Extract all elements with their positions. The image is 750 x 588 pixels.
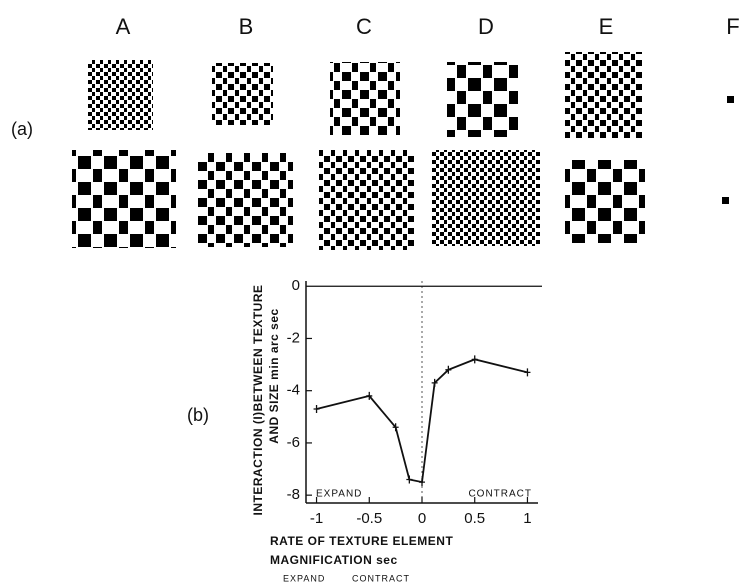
texture [196, 153, 293, 247]
panel-label: (b) [187, 405, 209, 425]
column-label: C [356, 14, 372, 39]
x-axis-label: RATE OF TEXTURE ELEMENT [270, 534, 453, 548]
texture [212, 63, 273, 125]
data-point [419, 478, 425, 487]
texture [565, 160, 645, 243]
texture [72, 150, 176, 248]
x-direction-label: CONTRACT [352, 573, 410, 583]
x-tick-label: 0.5 [464, 510, 485, 527]
texture [565, 52, 643, 138]
data-point [366, 391, 373, 400]
y-tick-label: -8 [287, 486, 300, 503]
column-label: B [239, 14, 254, 39]
x-tick-label: -1 [310, 510, 323, 527]
texture [447, 62, 520, 137]
texture [318, 150, 415, 250]
column-label: F [726, 14, 739, 39]
y-tick-label: -6 [287, 434, 300, 451]
annotation: EXPAND [316, 489, 362, 500]
column-label: D [478, 14, 494, 39]
data-point [445, 365, 452, 374]
x-tick-label: 0 [418, 510, 426, 527]
texture [722, 197, 729, 204]
texture [87, 60, 153, 130]
texture [432, 150, 540, 246]
y-tick-label: 0 [292, 277, 300, 294]
data-point [406, 475, 413, 484]
data-point [392, 423, 399, 432]
y-axis-label: AND SIZE min arc sec [267, 308, 281, 443]
data-point [471, 355, 478, 364]
data-point [524, 368, 531, 377]
x-direction-label: EXPAND [283, 573, 325, 583]
data-point [431, 378, 438, 387]
column-label: E [599, 14, 614, 39]
x-tick-label: -0.5 [356, 510, 382, 527]
data-point [313, 404, 320, 413]
y-tick-label: -4 [287, 382, 300, 399]
plot: 0 -2 -4 -6 -8 -1 -0.5 0 0.5 1 EXPAND CONTRACT RATE O… [251, 277, 542, 583]
x-axis-label: MAGNIFICATION sec [270, 553, 398, 567]
texture-stimuli [72, 52, 734, 250]
annotation: CONTRACT [468, 489, 532, 500]
y-axis-label: INTERACTION (I)BETWEEN TEXTURE [251, 285, 265, 516]
x-tick-label: 1 [523, 510, 531, 527]
column-labels: A B C D E F [116, 14, 740, 39]
y-tick-label: -2 [287, 329, 300, 346]
column-label: A [116, 14, 131, 39]
texture [727, 96, 734, 103]
panel-label: (a) [11, 119, 33, 139]
texture [330, 62, 400, 135]
